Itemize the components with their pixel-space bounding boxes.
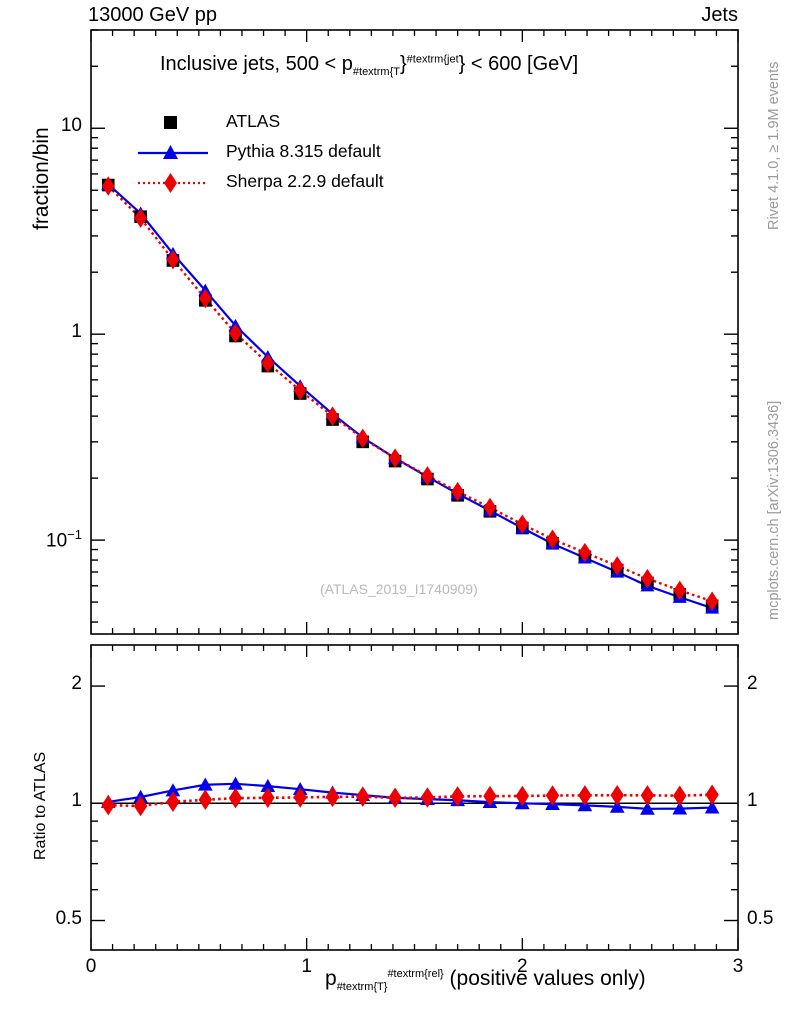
x-axis-label-base: p (325, 967, 337, 990)
x-tick-label-3: 3 (732, 956, 744, 977)
data-line-sherpa (108, 793, 713, 808)
data-marker-sherpa (451, 481, 465, 502)
y-tick-label-ratio-right-2: 0.5 (747, 907, 774, 929)
title-superscript: #textrm{jet (406, 53, 459, 66)
ratio-marker-pythia (609, 799, 625, 813)
title-suffix: } < 600 [GeV] (458, 53, 579, 75)
data-marker-sherpa (261, 353, 275, 373)
title-subscript: #textrm{T (352, 66, 400, 78)
analysis-id-watermark: (ATLAS_2019_I1740909) (320, 581, 478, 597)
ratio-marker-pythia (672, 801, 688, 815)
x-tick-label-1: 1 (301, 956, 312, 977)
x-axis-label-sup: #textrm{rel} (387, 968, 444, 980)
ratio-marker-sherpa (293, 787, 307, 808)
data-marker-sherpa (198, 288, 212, 309)
title-brace: } (399, 53, 407, 75)
main-panel-frame (90, 29, 739, 635)
ratio-marker-sherpa (228, 787, 243, 809)
data-marker-sherpa (101, 176, 115, 196)
x-tick-label-2: 2 (517, 956, 528, 977)
data-marker-sherpa (546, 529, 559, 549)
title-prefix: Inclusive jets, 500 < p (160, 53, 353, 75)
y-tick-label-ratio-1: 1 (71, 790, 82, 812)
data-marker-sherpa (229, 323, 242, 344)
data-marker-sherpa (483, 497, 497, 518)
ratio-marker-sherpa (705, 784, 719, 805)
ratio-marker-sherpa (578, 785, 592, 806)
data-marker-sherpa (326, 406, 339, 426)
ratio-marker-sherpa (673, 785, 687, 806)
ratio-marker-pythia (260, 778, 276, 793)
data-marker-sherpa (515, 514, 529, 534)
legend-label-sherpa: Sherpa 2.2.9 default (226, 171, 384, 191)
ratio-marker-sherpa (640, 785, 655, 806)
data-marker-sherpa (134, 208, 147, 228)
ratio-marker-sherpa (610, 784, 624, 806)
y-tick-label-main-2: 10−1 (46, 527, 82, 552)
x-axis-label-sub: #textrm{T} (336, 981, 388, 994)
data-marker-sherpa (356, 428, 370, 449)
ratio-marker-sherpa (133, 795, 148, 817)
ratio-marker-sherpa (198, 789, 213, 811)
ratio-marker-sherpa (420, 787, 435, 808)
ratio-marker-sherpa (388, 787, 402, 809)
ratio-marker-sherpa (450, 786, 465, 807)
ratio-marker-pythia (640, 801, 655, 815)
y-tick-label-main-1: 1 (71, 321, 82, 343)
ratio-marker-sherpa (483, 785, 497, 807)
legend-label-atlas: ATLAS (226, 111, 281, 131)
ratio-marker-sherpa (545, 785, 560, 806)
legend-marker-square-icon (164, 116, 177, 129)
y-tick-label-main-0: 10 (60, 115, 82, 137)
ratio-marker-sherpa (261, 787, 275, 809)
data-line-sherpa (107, 185, 713, 603)
legend-label-pythia: Pythia 8.315 default (226, 141, 381, 161)
ratio-marker-pythia (228, 776, 243, 790)
x-tick-label-0: 0 (85, 956, 97, 977)
data-marker-sherpa (610, 556, 624, 576)
data-line-pythia (107, 183, 713, 610)
y-tick-label-ratio-right-0: 2 (747, 673, 758, 695)
x-axis-label: p#textrm{T}#textrm{rel} (positive values… (325, 967, 646, 993)
ratio-marker-sherpa (101, 794, 115, 816)
data-marker-sherpa (293, 380, 307, 401)
data-marker-sherpa (705, 591, 719, 611)
data-marker-sherpa (166, 249, 180, 270)
ratio-marker-pythia (197, 777, 213, 791)
data-marker-sherpa (641, 568, 654, 589)
header-category-label: Jets (701, 4, 738, 26)
data-marker-sherpa (388, 448, 402, 468)
ratio-marker-pythia (165, 783, 181, 797)
legend-marker-diamond-icon (138, 173, 208, 193)
y-tick-label-ratio-2: 0.5 (55, 907, 82, 929)
plot-title: Inclusive jets, 500 < p#textrm{T}#textrm… (160, 53, 578, 78)
data-marker-sherpa (421, 466, 434, 486)
ratio-marker-sherpa (166, 791, 180, 813)
legend-marker-triangle-icon (138, 145, 208, 159)
ratio-marker-sherpa (325, 786, 340, 808)
data-marker-sherpa (673, 580, 687, 601)
y-tick-label-ratio-0: 2 (71, 673, 82, 695)
data-marker-sherpa (578, 542, 592, 563)
ratio-marker-pythia (704, 800, 720, 814)
y-tick-label-ratio-right-1: 1 (747, 790, 758, 812)
ratio-marker-sherpa (356, 786, 370, 807)
header-beam-label: 13000 GeV pp (88, 4, 217, 26)
ratio-marker-sherpa (515, 785, 530, 807)
x-axis-label-tail: (positive values only) (443, 967, 646, 990)
